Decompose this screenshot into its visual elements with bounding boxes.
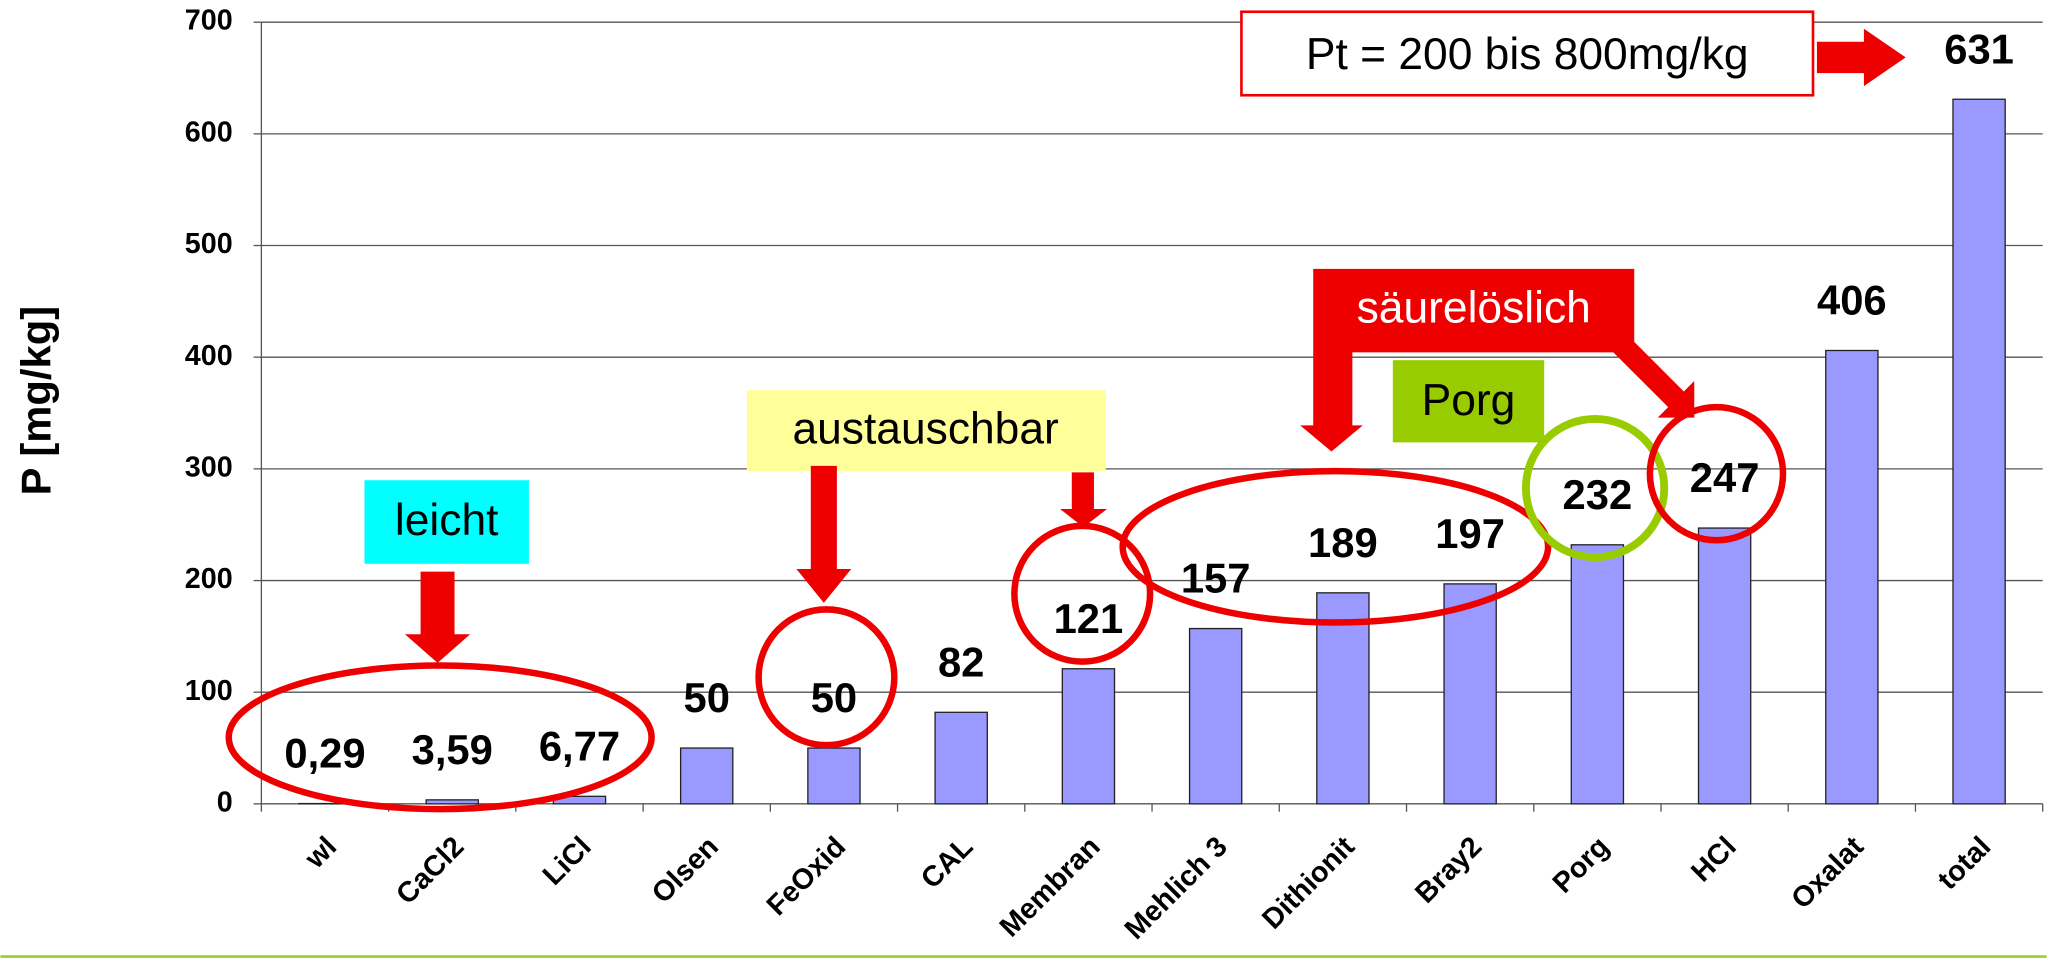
y-tick-label: 300 bbox=[185, 451, 233, 483]
bar bbox=[1062, 669, 1114, 804]
arrow bbox=[796, 466, 851, 603]
bar bbox=[1826, 350, 1878, 803]
value-label: 0,29 bbox=[284, 730, 365, 777]
bar bbox=[1444, 584, 1496, 804]
x-tick-label: CAL bbox=[915, 831, 979, 895]
x-tick-label: Membran bbox=[994, 831, 1107, 944]
y-tick-label: 100 bbox=[185, 675, 233, 707]
bar bbox=[1571, 545, 1623, 804]
annotation: säurelöslich bbox=[1357, 283, 1591, 332]
value-label: 6,77 bbox=[539, 722, 620, 769]
value-label: 3,59 bbox=[412, 726, 493, 773]
arrow bbox=[1817, 29, 1906, 86]
annotation: Pt = 200 bis 800mg/kg bbox=[1306, 30, 1749, 79]
bar bbox=[1699, 528, 1751, 804]
bar bbox=[681, 748, 733, 804]
bar bbox=[1190, 629, 1242, 804]
bar bbox=[808, 748, 860, 804]
value-label: 121 bbox=[1054, 595, 1124, 642]
value-label: 82 bbox=[938, 638, 984, 685]
value-label: 247 bbox=[1690, 454, 1760, 501]
plot-area: 0 100 200 300 400 500 600 700 wl 0,29 CaCl2 3,59 LiC… bbox=[185, 5, 2043, 946]
x-tick-label: Porg bbox=[1547, 831, 1616, 900]
value-label: 197 bbox=[1435, 510, 1505, 557]
x-tick-label: Bray2 bbox=[1409, 831, 1488, 910]
x-tick-label: wl bbox=[298, 831, 343, 876]
x-tick-label: total bbox=[1932, 831, 1997, 896]
y-tick-label: 700 bbox=[185, 5, 233, 37]
x-tick-label: Olsen bbox=[646, 831, 725, 910]
arrow bbox=[405, 572, 470, 663]
bar bbox=[1953, 99, 2005, 804]
y-tick-label: 600 bbox=[185, 116, 233, 148]
x-tick-label: FeOxid bbox=[761, 831, 852, 922]
x-tick-label: CaCl2 bbox=[390, 831, 470, 911]
x-tick-label: LiCl bbox=[537, 831, 598, 892]
value-label: 50 bbox=[811, 674, 857, 721]
value-label: 189 bbox=[1308, 519, 1378, 566]
x-tick-label: HCl bbox=[1685, 831, 1743, 889]
y-tick-label: 400 bbox=[185, 340, 233, 372]
x-tick-label: Oxalat bbox=[1785, 830, 1870, 915]
annotation: Porg bbox=[1422, 376, 1516, 425]
annotation: austauschbar bbox=[792, 405, 1059, 454]
value-label: 232 bbox=[1563, 471, 1633, 518]
y-tick-label: 200 bbox=[185, 563, 233, 595]
y-tick-label: 500 bbox=[185, 228, 233, 260]
value-label: 406 bbox=[1817, 277, 1887, 324]
arrow bbox=[1060, 472, 1107, 527]
value-label: 631 bbox=[1944, 25, 2014, 72]
bar bbox=[426, 800, 478, 804]
bar bbox=[935, 712, 987, 804]
x-tick-label: Dithionit bbox=[1256, 830, 1361, 935]
y-axis-label: P [mg/kg] bbox=[13, 306, 60, 495]
value-label: 157 bbox=[1181, 555, 1251, 602]
y-tick-label: 0 bbox=[217, 786, 233, 818]
value-label: 50 bbox=[683, 674, 729, 721]
x-tick-label: Mehlich 3 bbox=[1119, 831, 1234, 946]
annotation: leicht bbox=[395, 496, 499, 545]
